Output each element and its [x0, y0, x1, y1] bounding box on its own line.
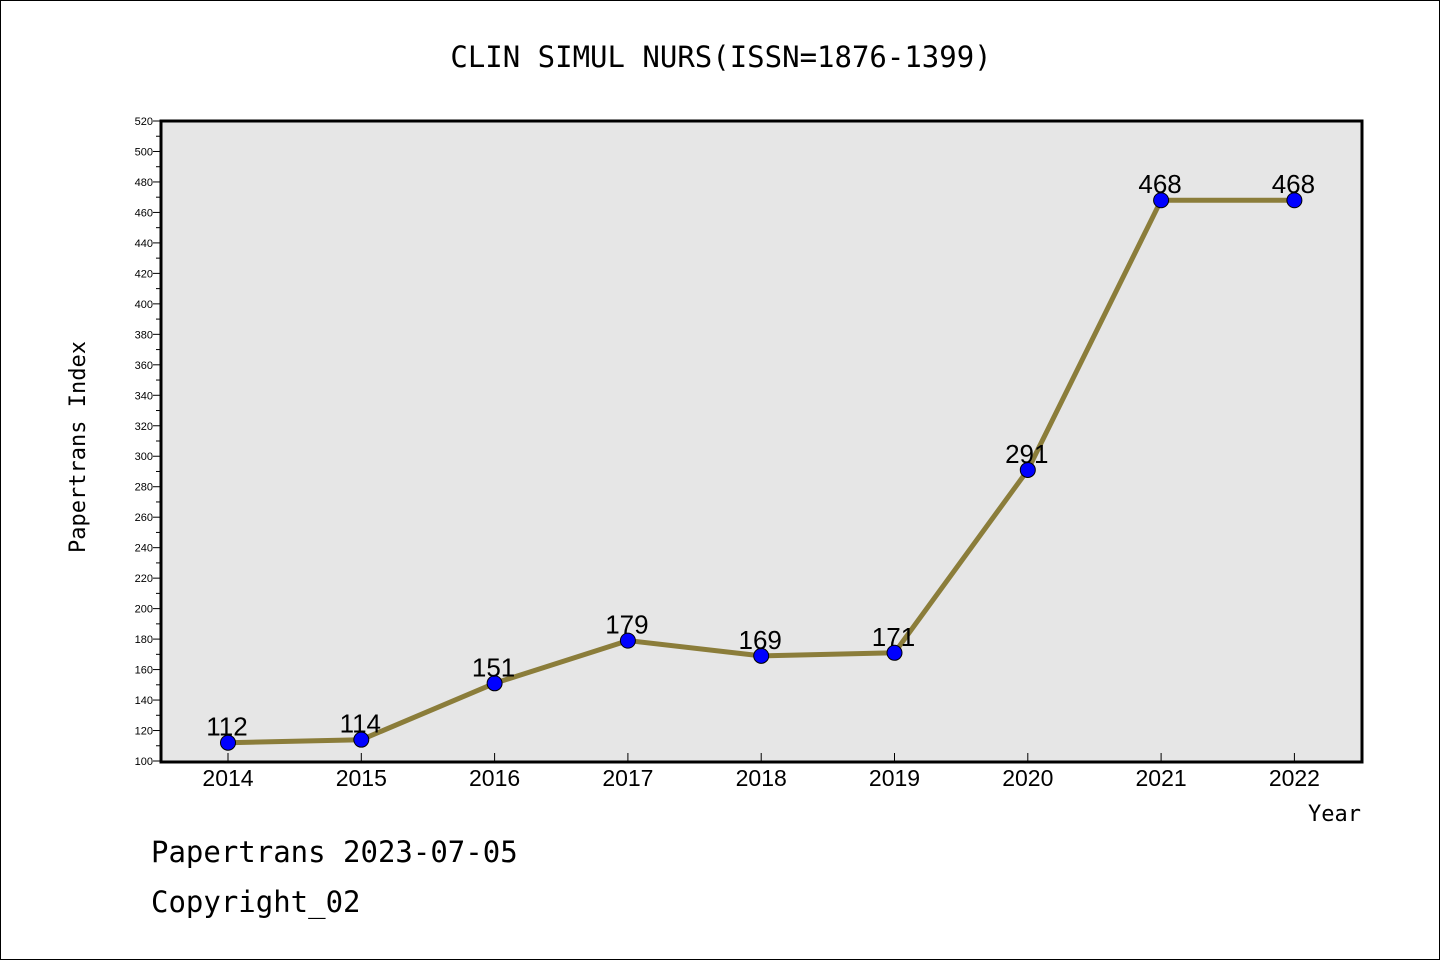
x-tick-label: 2020 [1002, 765, 1053, 791]
y-tick-label: 500 [135, 146, 153, 158]
data-label: 151 [472, 652, 515, 682]
y-tick-label: 260 [135, 512, 153, 524]
y-axis-label: Papertrans Index [66, 341, 91, 553]
y-tick-label: 240 [135, 543, 153, 555]
y-tick-label: 340 [135, 390, 153, 402]
data-point [353, 731, 370, 748]
footer-date: Papertrans 2023-07-05 [151, 835, 518, 869]
y-tick-label: 100 [135, 756, 153, 768]
data-point [886, 644, 903, 661]
data-label: 171 [872, 622, 915, 652]
y-tick-label: 320 [135, 421, 153, 433]
x-tick-label: 2018 [736, 765, 787, 791]
plot-area [159, 119, 1364, 764]
y-tick-label: 160 [135, 665, 153, 677]
data-label: 468 [1272, 169, 1315, 199]
series-group: 112 114 151 179 169 171 291 468 468 [206, 169, 1315, 751]
x-tick-label: 2021 [1136, 765, 1187, 791]
y-tick-label: 360 [135, 360, 153, 372]
x-tick-label: 2014 [202, 765, 253, 791]
data-point [753, 647, 770, 664]
data-point [1153, 192, 1170, 209]
data-label: 291 [1005, 439, 1048, 469]
data-point [220, 734, 236, 751]
y-tick-label: 140 [135, 695, 153, 707]
y-tick-label: 120 [135, 726, 153, 738]
data-label: 114 [340, 709, 381, 739]
y-tick-label: 400 [135, 299, 153, 311]
x-tick-label: 2015 [336, 765, 387, 791]
x-tick-label: 2016 [469, 765, 520, 791]
x-tick-label: 2019 [869, 765, 920, 791]
data-point [1286, 192, 1303, 209]
chart-title: CLIN SIMUL NURS(ISSN=1876-1399) [450, 40, 991, 74]
footer-copyright: Copyright_02 [151, 885, 361, 919]
y-tick-label: 300 [135, 451, 153, 463]
x-axis-label: Year [1308, 802, 1361, 827]
data-label: 468 [1138, 169, 1181, 199]
data-label: 112 [206, 712, 247, 742]
x-axis-ticks: 2014 2015 2016 2017 2018 2019 2020 2021 2022 [202, 753, 1320, 791]
y-tick-label: 200 [135, 604, 153, 616]
x-tick-label: 2022 [1269, 765, 1320, 791]
data-label: 169 [739, 625, 782, 655]
x-tick-label: 2017 [602, 765, 653, 791]
data-point [1019, 461, 1036, 478]
data-label: 179 [605, 610, 648, 640]
y-tick-label: 180 [135, 634, 153, 646]
y-tick-label: 220 [135, 573, 153, 585]
y-tick-label: 520 [135, 116, 153, 128]
y-tick-label: 460 [135, 207, 153, 219]
y-tick-label: 420 [135, 268, 153, 280]
y-tick-label: 280 [135, 482, 153, 494]
data-point [486, 675, 503, 692]
y-tick-label: 380 [135, 329, 153, 341]
y-tick-label: 440 [135, 238, 153, 250]
y-axis-ticks: 100 120 140 160 180 200 220 240 260 280 300 320 340 3… [135, 116, 161, 768]
data-point [619, 632, 636, 649]
y-tick-label: 480 [135, 177, 153, 189]
